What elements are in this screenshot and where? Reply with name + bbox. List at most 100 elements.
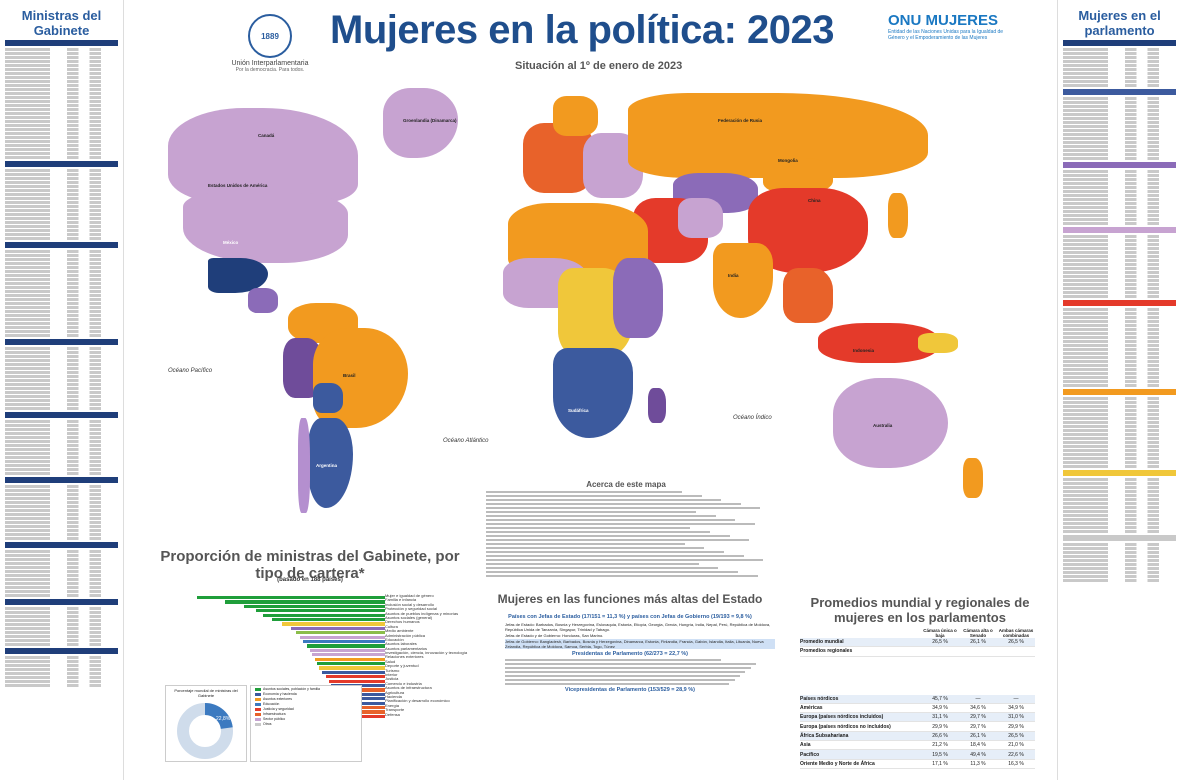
region-value: 11,3 %: [970, 760, 986, 767]
cabinet-bar: [300, 635, 385, 639]
cabinet-bar: [309, 648, 385, 652]
region-value: 31,0 %: [1008, 714, 1024, 721]
table-row: [5, 128, 118, 131]
region-value: 16,3 %: [1008, 760, 1024, 767]
table-row: [1063, 271, 1176, 274]
table-row: [5, 537, 118, 540]
region-value: 29,7 %: [970, 723, 986, 730]
cabinet-bar-label: Justicia: [385, 677, 399, 682]
region-value: 26,1 %: [970, 732, 986, 739]
donut-box: Porcentaje mundial de ministras del Gabi…: [165, 685, 247, 762]
table-row: [5, 623, 118, 626]
country-label: China: [808, 198, 821, 203]
cabinet-bar: [349, 706, 385, 710]
legend-swatch: [255, 697, 261, 701]
table-row: [5, 334, 118, 337]
region-value: 29,9 %: [1008, 723, 1024, 730]
cabinet-bar-label: Defensa: [385, 712, 400, 717]
table-row: [5, 656, 118, 659]
table-row: [1063, 526, 1176, 529]
region-band: [5, 412, 118, 418]
legend-label: Justicia y seguridad: [263, 707, 294, 711]
table-row: [5, 152, 118, 155]
table-row: [5, 660, 118, 663]
table-row: [5, 533, 118, 536]
ipu-logo-year: 1889: [261, 31, 279, 41]
table-row: [1063, 218, 1176, 221]
state-section-title: Mujeres en las funciones más altas del E…: [497, 592, 763, 606]
world-both: 26,5 %: [1008, 639, 1024, 646]
table-row: [5, 367, 118, 370]
table-row: [5, 318, 118, 321]
table-row: [1063, 380, 1176, 383]
cabinet-bar: [244, 604, 385, 608]
left-panel-cabinet-ministers: Ministras del Gabinete: [0, 0, 124, 780]
legend-swatch: [255, 702, 261, 706]
map-region-central-america: [248, 288, 278, 313]
table-row: [1063, 571, 1176, 574]
table-row: [5, 306, 118, 309]
region-value: 29,7 %: [970, 714, 986, 721]
cabinet-bar-label: Agricultura: [385, 690, 405, 695]
ipu-tagline: Por la democracia. Para todos.: [235, 67, 305, 73]
cabinet-bar-label: Turismo: [385, 668, 400, 673]
table-row: [5, 582, 118, 585]
table-row: [5, 347, 118, 350]
averages-title: Promedios mundial y regionales de mujere…: [810, 595, 1030, 625]
table-row: [1063, 352, 1176, 355]
table-row: [5, 590, 118, 593]
region-band: [5, 242, 118, 248]
table-row: [1063, 437, 1176, 440]
cabinet-bar-label: Asuntos parlamentarios: [385, 646, 428, 651]
table-row: [5, 209, 118, 212]
map-region-canada: [168, 108, 358, 203]
table-row: [1063, 202, 1176, 205]
table-row: [5, 428, 118, 431]
cabinet-bar-label: Asuntos laborales: [385, 642, 417, 647]
legend-label: Educación: [263, 702, 280, 706]
table-row: [1063, 344, 1176, 347]
table-row: [1063, 409, 1176, 412]
averages-spacer: [800, 657, 1035, 695]
table-row: [1063, 84, 1176, 87]
cabinet-bar: [321, 670, 385, 674]
table-row: [1063, 247, 1176, 250]
table-row: [1063, 372, 1176, 375]
region-name: Américas: [800, 705, 823, 712]
table-row: [1063, 210, 1176, 213]
map-region-southeast-asia: [783, 268, 833, 323]
table-row: [5, 225, 118, 228]
table-row: [5, 116, 118, 119]
legend-swatch: [255, 687, 261, 691]
table-row: [5, 278, 118, 281]
text-line: [486, 547, 705, 549]
table-row: [1063, 194, 1176, 197]
table-row: [5, 505, 118, 508]
table-row: [5, 72, 118, 75]
cabinet-bar: [340, 697, 385, 701]
about-map-section: Acerca de este mapa: [486, 480, 766, 579]
cabinet-bar-label: Asuntos sociales (general): [385, 615, 433, 620]
table-row: [1063, 433, 1176, 436]
map-region-scandinavia: [553, 96, 598, 136]
table-row: [5, 169, 118, 172]
cabinet-bar: [356, 714, 385, 718]
region-name: Europa (países nórdicos no incluidos): [800, 723, 891, 730]
cabinet-bar: [345, 701, 385, 705]
cabinet-bar-label: Interior: [385, 673, 398, 678]
table-row: [5, 52, 118, 55]
text-line: [505, 675, 740, 677]
table-row: [5, 448, 118, 451]
cabinet-bar: [262, 613, 385, 617]
table-row: [5, 189, 118, 192]
table-row: [5, 586, 118, 589]
table-row: [5, 177, 118, 180]
region-band: [5, 339, 118, 345]
table-row: [5, 197, 118, 200]
legend-item: Infraestructura: [255, 712, 357, 716]
table-row: [1063, 449, 1176, 452]
table-row: [1063, 279, 1176, 282]
world-label: Promedio mundial: [800, 639, 844, 646]
table-row: [5, 322, 118, 325]
table-row: [1063, 97, 1176, 100]
